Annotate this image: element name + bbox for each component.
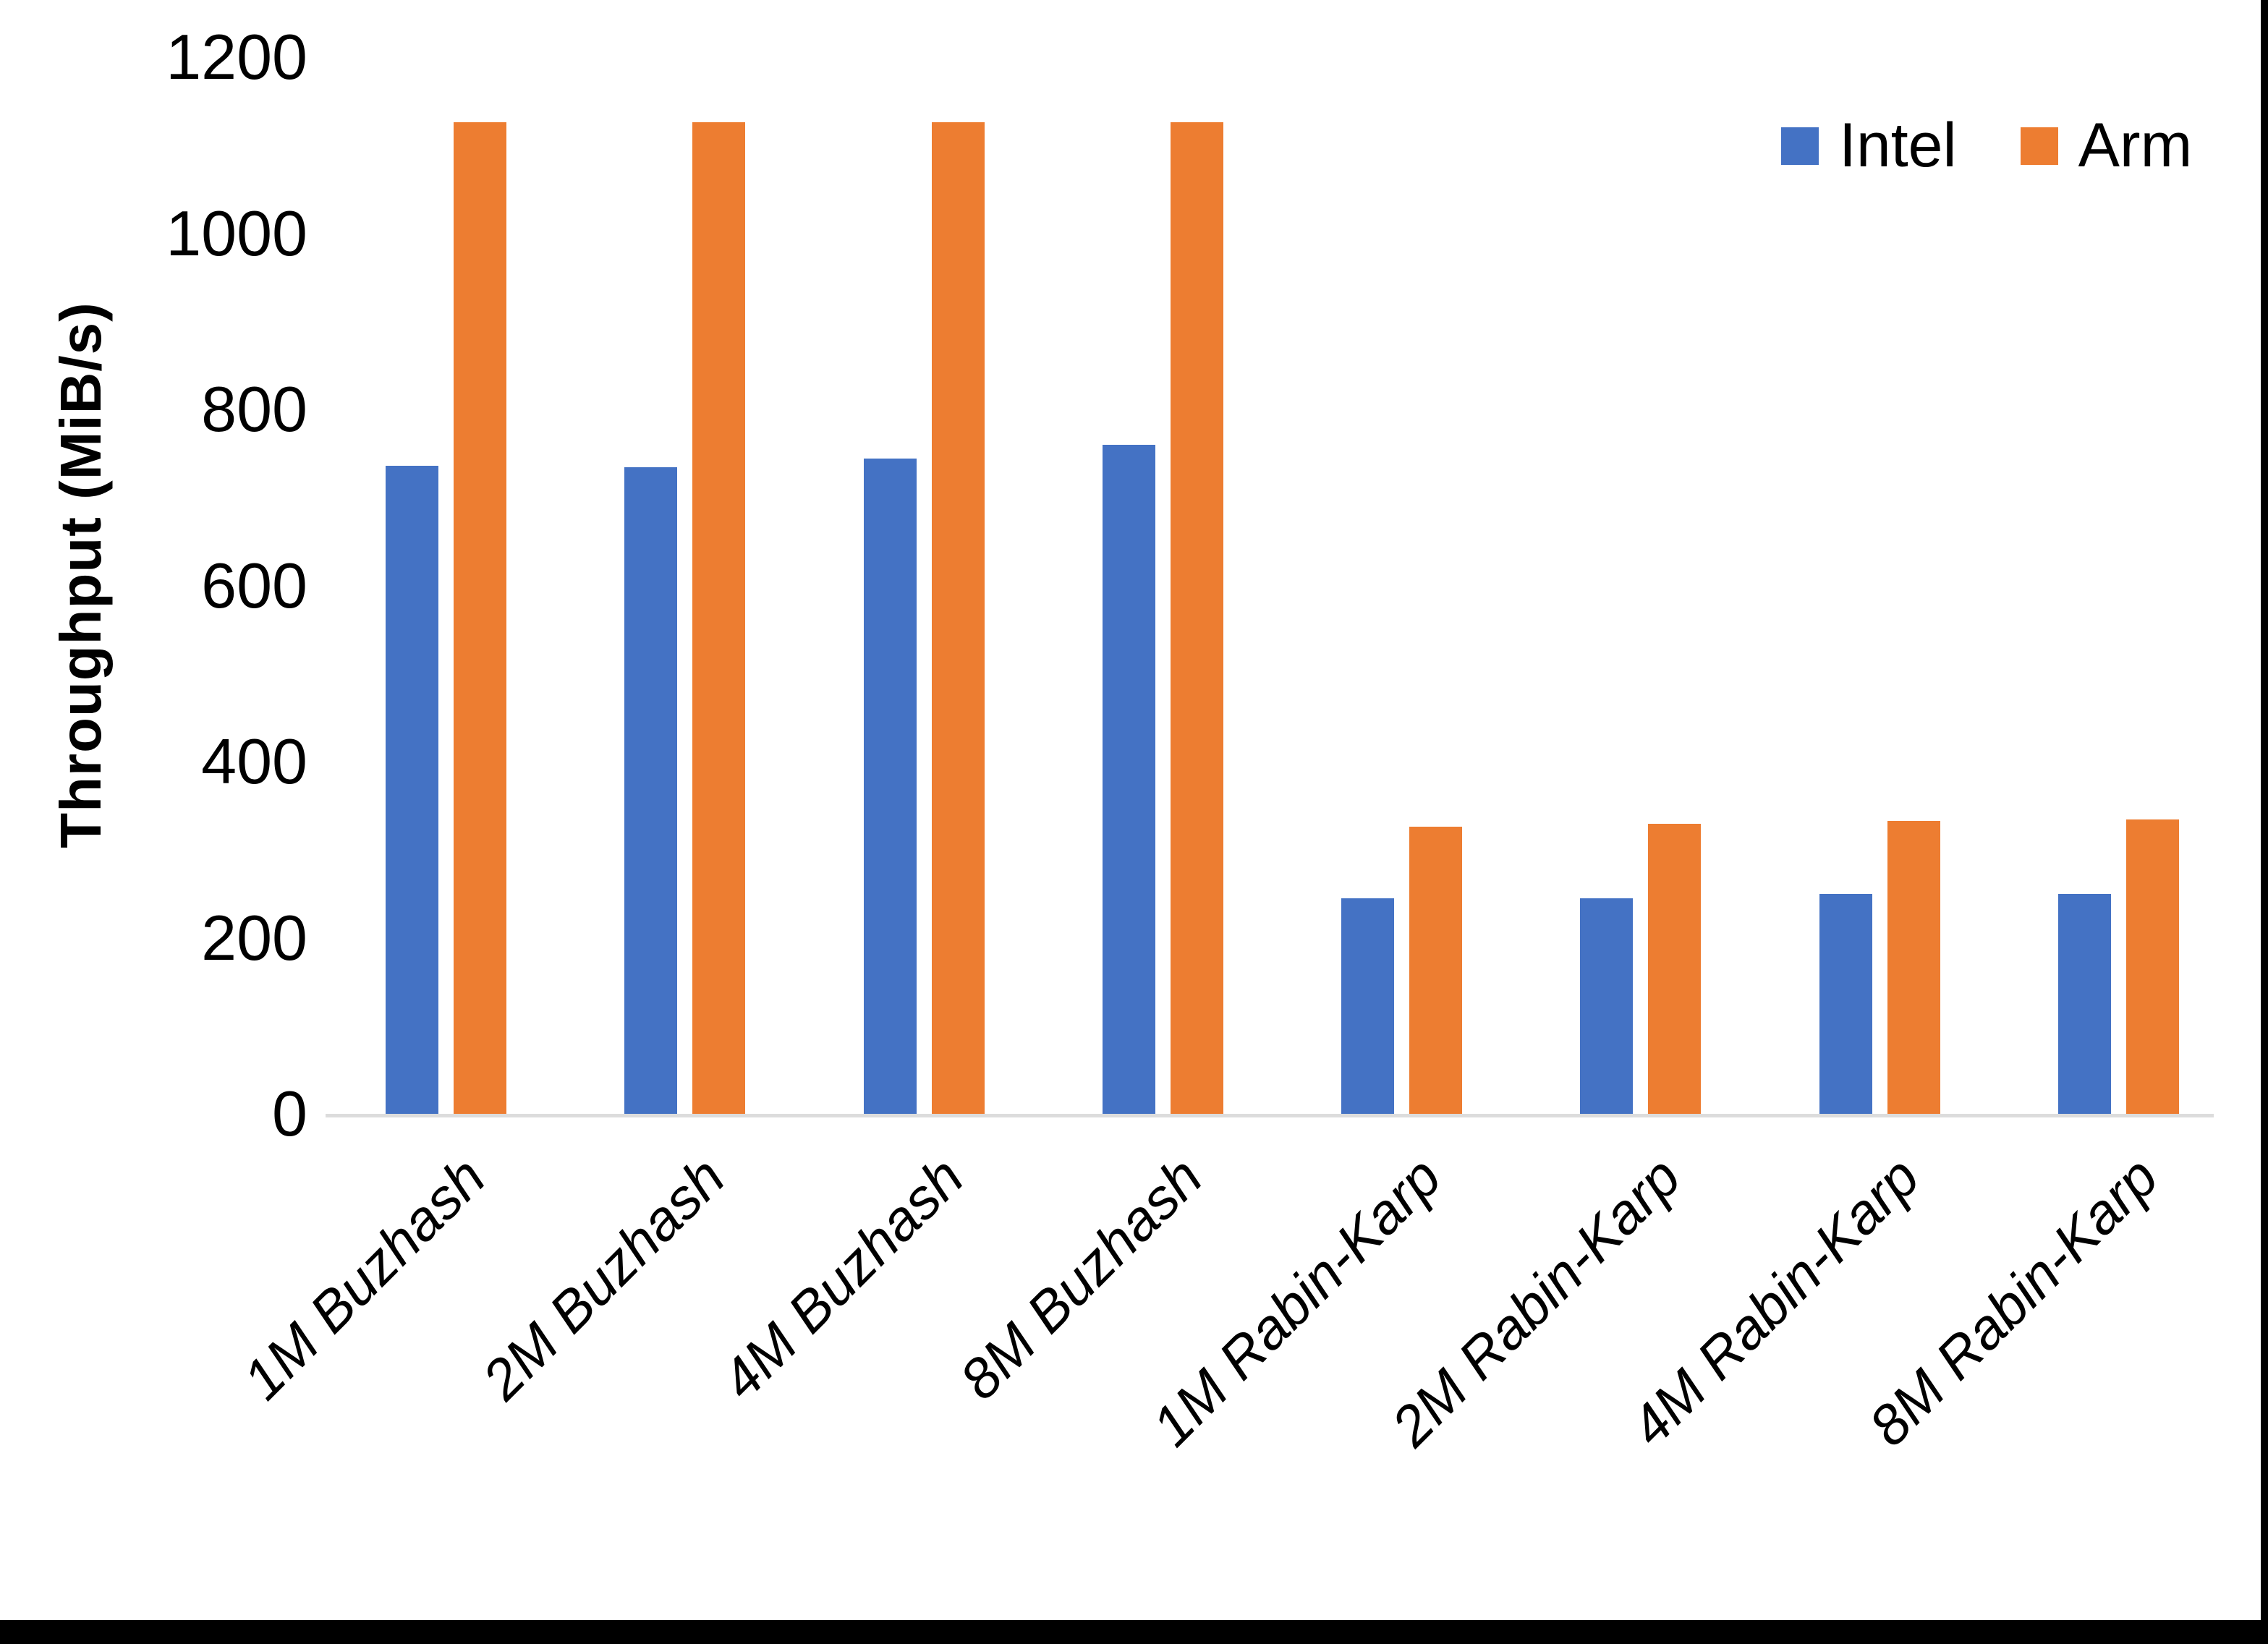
bar-group: 8M Rabin-Karp (1857, 819, 2179, 1458)
screenshot-bottom-edge (0, 1620, 2268, 1644)
legend-label-intel: Intel (1839, 111, 1957, 180)
y-axis-ticks: 0 200 400 600 800 1000 1200 (0, 0, 307, 1644)
intel-bar (1102, 444, 1155, 1114)
legend: Intel Arm (1781, 110, 2192, 182)
intel-bar (624, 467, 678, 1114)
arm-bar (1648, 824, 1702, 1114)
arm-bar (931, 122, 985, 1114)
arm-bar (2125, 819, 2179, 1114)
bar-group: 1M Rabin-Karp (1140, 827, 1463, 1458)
bar-group: 2M Rabin-Karp (1379, 824, 1702, 1458)
screenshot-right-edge (2261, 0, 2268, 1644)
x-axis-label: 2M Buzhash (470, 1144, 737, 1412)
intel-legend-swatch (1781, 127, 1819, 165)
arm-bar (692, 122, 746, 1114)
intel-bar (386, 465, 438, 1114)
y-tick-label: 1200 (166, 21, 307, 93)
bar-group: 1M Buzhash (231, 122, 506, 1412)
arm-bar (454, 122, 506, 1114)
bar-group: 2M Buzhash (470, 122, 746, 1412)
y-tick-label: 400 (201, 725, 307, 797)
y-tick-label: 600 (201, 549, 307, 621)
intel-bar (1819, 893, 1872, 1114)
intel-bar (1341, 898, 1395, 1114)
arm-bar (1170, 122, 1223, 1114)
bars: 1M Buzhash 2M Buzhash 4M Buzhash 8M Buzhash… (231, 57, 2214, 1458)
bar-group: 8M Buzhash (948, 122, 1223, 1412)
bar-group: 4M Rabin-Karp (1618, 820, 1940, 1458)
x-axis-label: 8M Buzhash (947, 1144, 1215, 1412)
bar-group: 4M Buzhash (709, 122, 985, 1412)
y-tick-label: 200 (201, 901, 307, 974)
x-axis-label: 4M Buzhash (708, 1144, 976, 1412)
y-tick-label: 800 (201, 373, 307, 445)
intel-bar (2057, 893, 2111, 1114)
y-tick-label: 0 (272, 1078, 307, 1149)
plot-area: 1M Buzhash 2M Buzhash 4M Buzhash 8M Buzhash… (231, 57, 2214, 1458)
intel-bar (863, 459, 917, 1114)
arm-bar (1409, 827, 1463, 1114)
intel-bar (1580, 898, 1634, 1114)
y-tick-label: 1000 (166, 197, 307, 269)
legend-item-intel: Intel (1781, 110, 1957, 182)
legend-label-arm: Arm (2078, 111, 2193, 180)
arm-bar (1887, 820, 1940, 1114)
arm-legend-swatch (2020, 127, 2058, 165)
legend-item-arm: Arm (2020, 110, 2193, 182)
